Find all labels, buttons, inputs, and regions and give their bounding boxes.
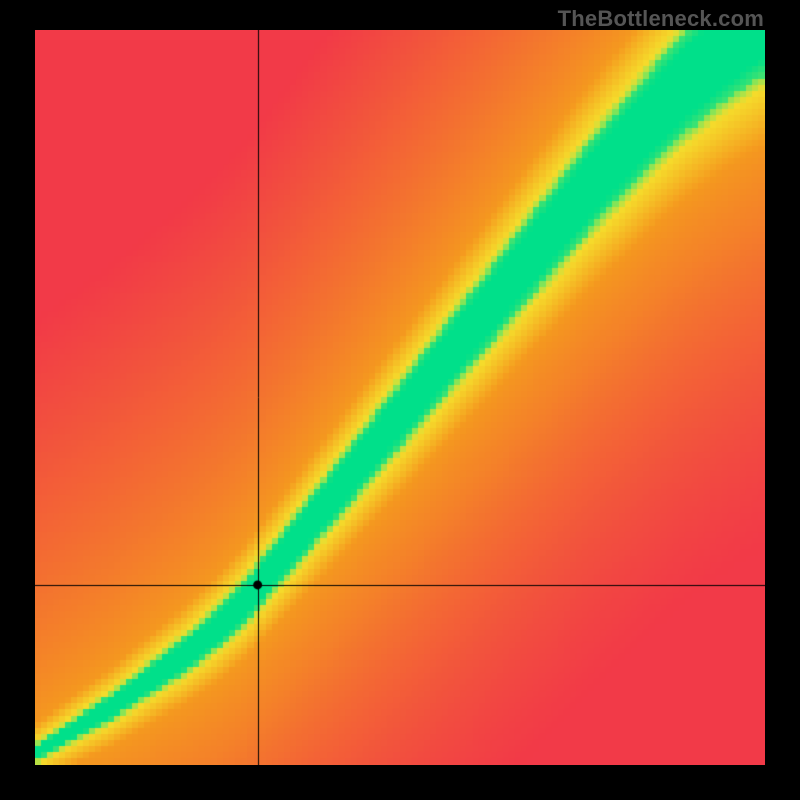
watermark-text: TheBottleneck.com [558, 6, 764, 32]
chart-frame: TheBottleneck.com [0, 0, 800, 800]
plot-area [35, 30, 765, 765]
crosshair-overlay [35, 30, 765, 765]
